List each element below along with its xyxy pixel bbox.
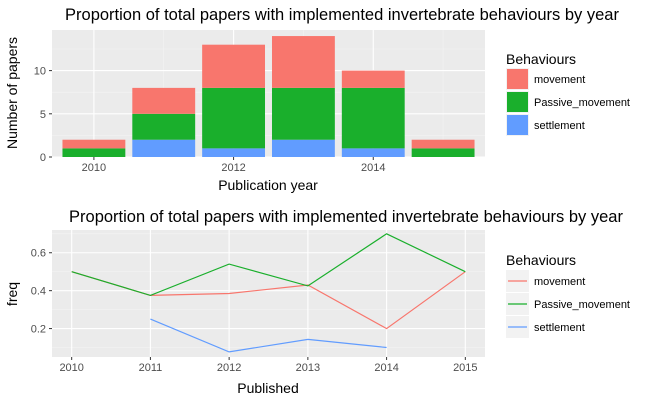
legend-label: settlement <box>534 322 585 334</box>
y-tick-label: 10 <box>34 66 46 78</box>
x-tick-label: 2014 <box>361 162 385 174</box>
bar-settlement <box>132 139 196 157</box>
bar-passive-movement <box>202 87 266 149</box>
x-tick-label: 2010 <box>59 362 83 374</box>
bar-passive-movement <box>341 87 405 149</box>
legend-label: movement <box>534 276 585 288</box>
bar-passive-movement <box>411 148 475 157</box>
line-legend: Behaviours movement Passive_movementsettl… <box>506 252 630 338</box>
legend-label: Passive_movement <box>534 299 630 311</box>
bar-movement <box>132 87 196 114</box>
line-x-axis-title: Published <box>237 380 299 396</box>
bar-passive-movement <box>132 113 196 140</box>
y-tick-label: 0.4 <box>31 286 46 298</box>
line-legend-title: Behaviours <box>506 252 576 268</box>
bar-movement <box>411 139 475 149</box>
x-tick-label: 2012 <box>221 162 245 174</box>
bar-movement <box>202 44 266 88</box>
x-tick-label: 2014 <box>374 362 398 374</box>
bar-movement <box>62 139 126 149</box>
legend-label: settlement <box>534 120 585 132</box>
line-settlement <box>150 318 387 353</box>
bar-y-ticks: 0 5 10 <box>34 66 52 164</box>
line-y-axis-title: freq <box>4 282 20 306</box>
bar-legend-title: Behaviours <box>506 51 576 67</box>
bar-x-ticks: 2010 2012 2014 <box>82 157 386 174</box>
bar-plot-panel <box>52 30 485 157</box>
line-gridlines <box>52 230 485 357</box>
bar-legend: Behaviours movement Passive_movementsettl… <box>506 51 630 136</box>
legend-swatch <box>507 92 528 112</box>
bar-chart-title: Proportion of total papers with implemen… <box>65 6 619 24</box>
x-tick-label: 2015 <box>453 362 477 374</box>
legend-swatch <box>507 115 528 135</box>
bar-movement <box>341 70 405 88</box>
bar-y-axis-title: Number of papers <box>4 37 20 149</box>
line-chart: Proportion of total papers with implemen… <box>4 208 630 396</box>
bar-passive-movement <box>271 87 335 140</box>
legend-swatch <box>507 69 528 89</box>
y-tick-label: 5 <box>40 109 46 121</box>
legend-label: movement <box>534 74 585 86</box>
bar-passive-movement <box>62 148 126 157</box>
bar-chart: Proportion of total papers with implemen… <box>4 6 630 193</box>
line-y-ticks: 0.2 0.4 0.6 <box>31 248 52 336</box>
bar-settlement <box>341 148 405 157</box>
bar-x-axis-title: Publication year <box>218 177 318 193</box>
line-chart-title: Proportion of total papers with implemen… <box>69 208 623 226</box>
bar-settlement <box>202 148 266 157</box>
y-tick-label: 0 <box>40 152 46 164</box>
y-tick-label: 0.2 <box>31 324 46 336</box>
bar-settlement <box>271 139 335 157</box>
line-series <box>71 233 466 353</box>
line-plot-panel <box>52 230 485 357</box>
x-tick-label: 2012 <box>217 362 241 374</box>
legend-label: Passive_movement <box>534 97 630 109</box>
bar-movement <box>271 36 335 88</box>
line-passive-movement <box>71 233 466 297</box>
y-tick-label: 0.6 <box>31 248 46 260</box>
x-tick-label: 2010 <box>82 162 106 174</box>
x-tick-label: 2011 <box>139 362 163 374</box>
x-tick-label: 2013 <box>296 362 320 374</box>
line-x-ticks: 2010 2011 2012 2013 2014 2015 <box>59 357 478 374</box>
bar-series <box>62 36 475 157</box>
